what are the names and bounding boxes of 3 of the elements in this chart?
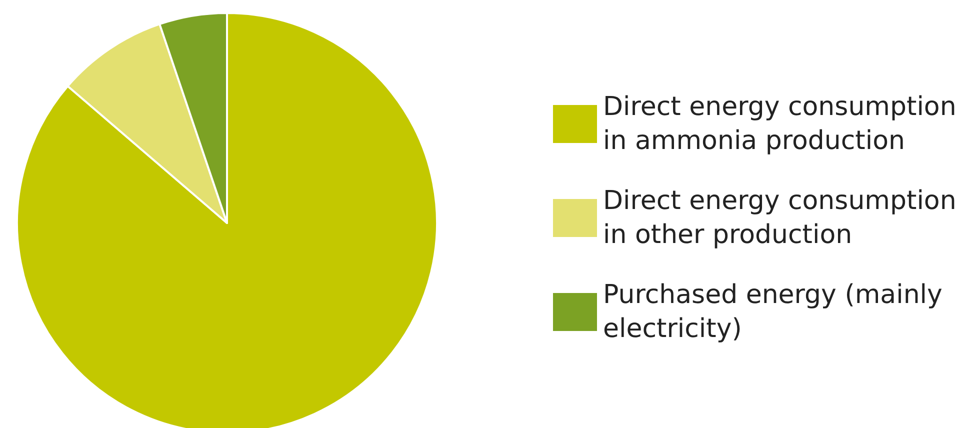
legend-label: Direct energy consumption in ammonia production bbox=[603, 92, 965, 156]
legend-label: Direct energy consumption in other production bbox=[603, 186, 965, 250]
legend-label: Purchased energy (mainly electricity) bbox=[603, 280, 951, 344]
